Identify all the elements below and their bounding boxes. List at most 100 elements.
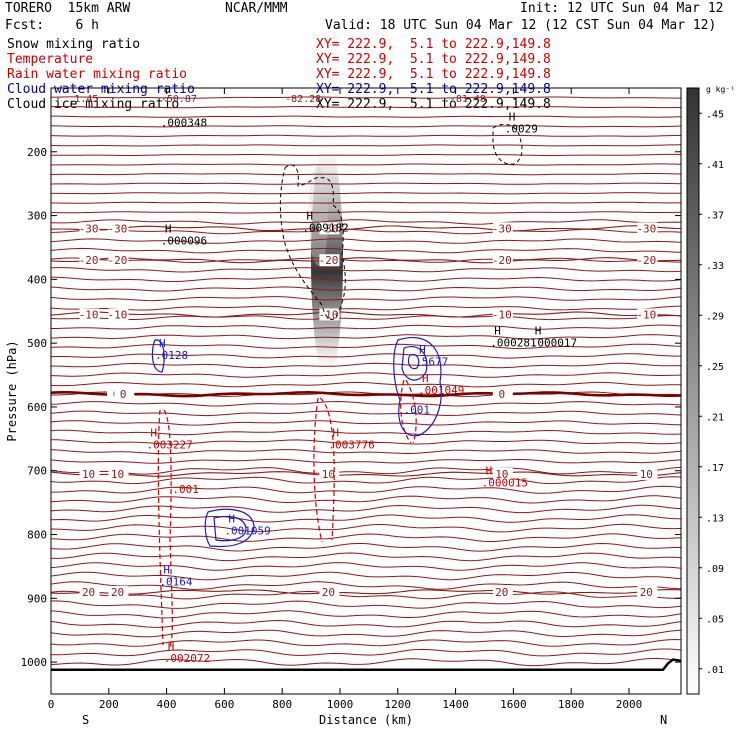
- temperature-contour: [50, 381, 682, 388]
- extremum-marker: H: [332, 426, 339, 439]
- x-tick-label: 400: [157, 698, 177, 711]
- temperature-contour: [50, 590, 682, 600]
- isotherm-label-bg: [108, 585, 129, 598]
- extremum-marker: H: [486, 465, 493, 478]
- temperature-contour: [50, 466, 682, 475]
- x-tick-label: 0: [48, 698, 55, 711]
- extremum-value-label: .0029: [505, 123, 538, 136]
- extremum-marker: H: [494, 324, 501, 337]
- top-contour-label: .1.45: [68, 94, 98, 105]
- temperature-contour: [50, 458, 682, 464]
- extremum-marker: H: [165, 222, 172, 235]
- temperature-contour: [50, 362, 682, 369]
- isotherm-label: 20: [111, 586, 124, 599]
- colorbar-tick-label: .21: [706, 412, 724, 423]
- isotherm-label-bg: [114, 388, 135, 401]
- extremum-marker: H: [419, 343, 426, 356]
- extremum-marker: H: [168, 640, 175, 653]
- temperature-contour: [50, 410, 682, 417]
- x-tick-label: 1800: [558, 698, 585, 711]
- temperature-contour: [50, 552, 682, 562]
- legend-snow-label: Snow mixing ratio: [7, 37, 141, 52]
- extremum-marker: H: [535, 324, 542, 337]
- temperature-contour: [50, 144, 682, 147]
- plot-frame: [50, 87, 682, 695]
- extremum-value-label: .009182: [302, 222, 348, 235]
- isotherm-label-bg: [319, 222, 340, 235]
- extremum-marker: H: [159, 337, 166, 350]
- isotherm-label: -20: [492, 254, 512, 267]
- isotherm-label: -10: [108, 308, 128, 321]
- isotherm-line: [50, 589, 682, 595]
- top-contour-label: -81.48: [450, 94, 486, 105]
- temperature-contour: [50, 629, 682, 638]
- legend-temperature-xy: XY= 222.9, 5.1 to 222.9,149.8: [316, 52, 551, 67]
- rain-contour: [400, 379, 417, 444]
- temperature-contour: [50, 286, 682, 292]
- temperature-contour: [50, 648, 682, 657]
- temperature-contour: [50, 173, 682, 176]
- temperature-contour: [50, 533, 682, 542]
- isotherm-label: -10: [318, 308, 338, 321]
- extremum-value-label: .000096: [161, 234, 207, 247]
- y-tick-label: 800: [27, 529, 47, 542]
- snow-contour: [279, 164, 346, 320]
- temperature-contour: [50, 105, 682, 109]
- extremum-value-label: .000015: [482, 477, 528, 490]
- isotherm-label: 20: [495, 586, 508, 599]
- temperature-contour: [50, 581, 682, 590]
- isotherm-label: 0: [499, 388, 506, 401]
- isotherm-line: [50, 225, 682, 232]
- model-title: TORERO 15km ARW: [5, 1, 131, 16]
- temperature-contour: [50, 305, 682, 311]
- isotherm-label-bg: [108, 467, 129, 480]
- isotherm-label: 10: [640, 468, 653, 481]
- x-tick-label: 200: [99, 698, 119, 711]
- extremum-marker: H: [422, 372, 429, 385]
- isotherm-label: -10: [492, 308, 512, 321]
- colorbar-unit: g kg⁻¹: [706, 85, 735, 94]
- temperature-contour: [50, 420, 682, 426]
- top-contour-label: -82.28: [285, 94, 321, 105]
- x-tick-label: 1400: [442, 698, 469, 711]
- isotherm-label-bg: [492, 388, 513, 401]
- temperature-contour: [50, 125, 682, 128]
- extremum-value-label: .000281: [490, 336, 536, 349]
- temperature-contour: [51, 211, 681, 214]
- temperature-contour: [50, 353, 681, 359]
- x-tick-label: 1000: [327, 698, 354, 711]
- temperature-contour: [50, 619, 682, 628]
- isotherm-label: 20: [82, 586, 95, 599]
- extremum-value-label: .0164: [159, 576, 192, 589]
- x-tick-label: 1200: [385, 698, 412, 711]
- colorbar-tick-label: .25: [706, 362, 724, 373]
- temperature-contour: [50, 219, 682, 225]
- legend-rain-xy: XY= 222.9, 5.1 to 222.9,149.8: [316, 67, 551, 82]
- isotherm-label-bg: [637, 585, 658, 598]
- temperature-contour: [50, 238, 682, 244]
- extremum-value-label: .000348: [161, 116, 207, 129]
- y-axis-label: Pressure (hPa): [5, 340, 19, 441]
- temperature-contour: [50, 657, 682, 667]
- isotherm-label-bg: [319, 585, 340, 598]
- temperature-contour: [50, 610, 682, 619]
- isotherm-label: 10: [111, 468, 124, 481]
- temperature-contour: [50, 495, 682, 504]
- temperature-contour: [50, 334, 682, 340]
- south-label: S: [82, 713, 89, 727]
- isotherm-label: -10: [636, 308, 656, 321]
- isotherm-label: -20: [108, 254, 128, 267]
- temperature-contour: [50, 400, 682, 407]
- isotherm-label: 20: [322, 586, 335, 599]
- temperature-contour: [50, 429, 682, 436]
- rain-contour: [313, 397, 335, 543]
- isotherm-label-bg: [79, 585, 100, 598]
- isotherm-label-bg: [492, 222, 513, 235]
- temperature-contour: [50, 343, 682, 350]
- top-contour-label: -50.87: [161, 94, 197, 105]
- temperature-contour: [50, 96, 681, 99]
- isotherm-label-bg: [108, 308, 129, 321]
- isotherm-label-bg: [637, 254, 658, 267]
